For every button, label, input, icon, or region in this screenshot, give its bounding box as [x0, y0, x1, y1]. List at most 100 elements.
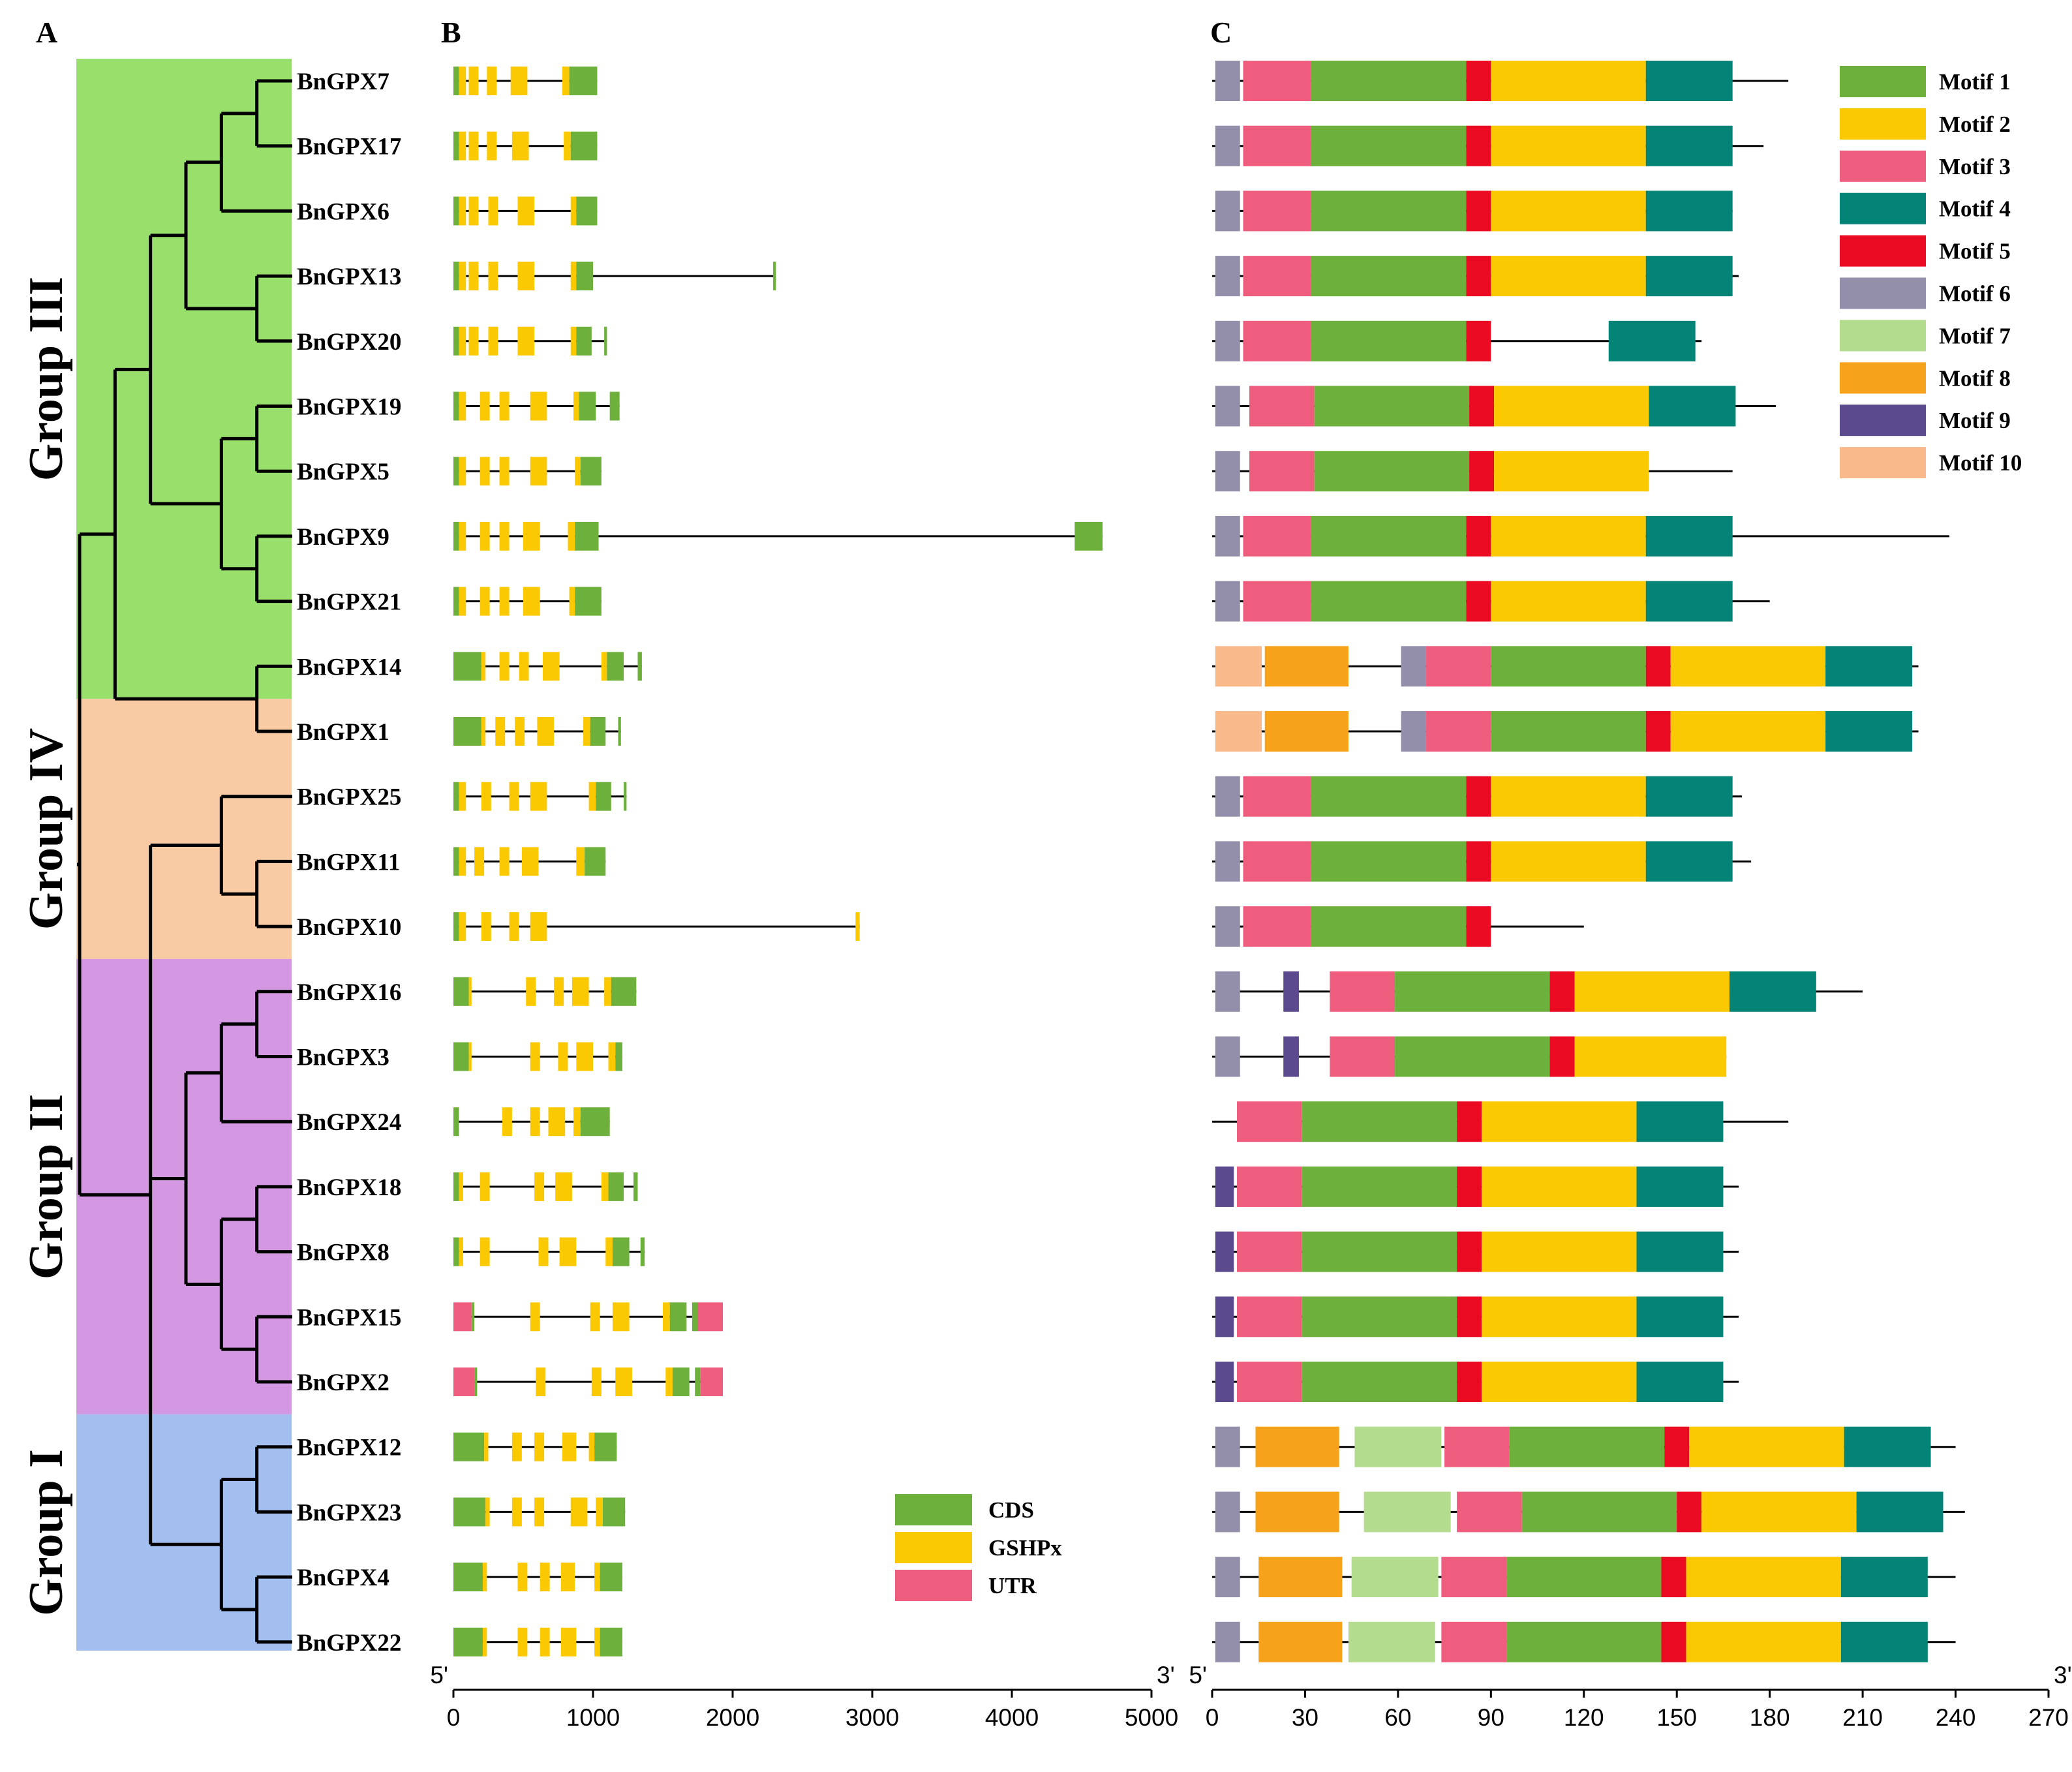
- motif-9-box: [1283, 971, 1299, 1012]
- motif-7-box: [1354, 1426, 1442, 1467]
- panel-label-a: A: [36, 16, 57, 49]
- motif-4-box: [1649, 386, 1736, 427]
- gene-structure-row: [453, 782, 627, 811]
- motif-row: [1212, 1426, 1956, 1467]
- gene-label: BnGPX13: [297, 264, 401, 290]
- motif-5-box: [1677, 1491, 1702, 1533]
- motif-2-box: [1701, 1491, 1857, 1533]
- motif-5-box: [1645, 711, 1671, 752]
- motif-1-box: [1311, 841, 1467, 882]
- motif-3-box: [1243, 841, 1311, 882]
- motif-2-box: [1686, 1621, 1841, 1662]
- motif-legend-swatch: [1840, 405, 1926, 436]
- gshpx-segment: [499, 587, 510, 616]
- group-label-II: Group II: [20, 1094, 73, 1279]
- cds-legend-label: CDS: [988, 1497, 1034, 1523]
- utr-segment: [700, 1367, 724, 1396]
- gshpx-segment: [575, 457, 581, 486]
- motif-row: [1212, 125, 1764, 166]
- gshpx-segment: [523, 587, 540, 616]
- motif-row: [1212, 1166, 1739, 1207]
- cds-segment: [773, 262, 776, 291]
- gshpx-segment: [468, 326, 479, 356]
- motif-1-box: [1506, 1557, 1662, 1598]
- gshpx-segment: [499, 847, 510, 876]
- gene-structure-row: [453, 1042, 622, 1071]
- tick-label: 5000: [1125, 1704, 1178, 1731]
- motif-3-box: [1441, 1557, 1507, 1598]
- gene-structure-row: [453, 847, 606, 876]
- gene-structure-row: [453, 717, 621, 746]
- gshpx-segment: [482, 1563, 487, 1592]
- motif-6-box: [1401, 646, 1426, 687]
- gshpx-segment: [562, 67, 570, 95]
- motif-3-box: [1243, 125, 1311, 166]
- gene-label: BnGPX8: [297, 1240, 389, 1266]
- cds-segment: [580, 457, 602, 486]
- gshpx-segment: [542, 652, 560, 681]
- gshpx-segment: [530, 912, 547, 941]
- motif-6-box: [1215, 841, 1240, 882]
- motif-5-box: [1466, 125, 1491, 166]
- gene-label: BnGPX11: [297, 849, 400, 876]
- cds-segment: [474, 1367, 478, 1396]
- motif-2-box: [1494, 386, 1649, 427]
- gene-label: BnGPX7: [297, 69, 389, 95]
- cds-segment: [453, 262, 459, 291]
- gene-structure-row: [453, 457, 602, 486]
- motif-2-box: [1482, 1362, 1637, 1402]
- gshpx-segment: [509, 782, 519, 811]
- motif-row: [1212, 61, 1789, 101]
- cds-segment: [608, 1172, 624, 1201]
- motif-4-box: [1636, 1296, 1724, 1337]
- tick-label: 60: [1384, 1704, 1411, 1731]
- gshpx-segment: [459, 847, 466, 876]
- motif-row: [1212, 1036, 1727, 1077]
- motif-1-box: [1521, 1491, 1677, 1533]
- cds-segment: [453, 1107, 459, 1137]
- cds-segment: [602, 1497, 626, 1527]
- gshpx-segment: [530, 782, 547, 811]
- motif-3-box: [1236, 1296, 1302, 1337]
- motif-3-box: [1236, 1362, 1302, 1402]
- motif-row: [1212, 646, 1919, 687]
- gshpx-segment: [590, 1302, 600, 1332]
- gshpx-segment: [558, 1042, 568, 1071]
- motif-5-box: [1549, 971, 1575, 1012]
- motif-2-box: [1491, 776, 1646, 817]
- motif-3-box: [1236, 1101, 1302, 1142]
- cds-segment: [575, 587, 602, 616]
- cds-segment: [576, 326, 592, 356]
- gshpx-segment: [468, 131, 479, 160]
- motif-1-box: [1491, 646, 1646, 687]
- cds-segment: [453, 391, 459, 421]
- gshpx-segment: [573, 1107, 581, 1137]
- motif-legend-label: Motif 9: [1939, 408, 2011, 433]
- phylogenetic-tree: [77, 79, 292, 1644]
- motif-5-box: [1457, 1101, 1482, 1142]
- gshpx-segment: [583, 717, 590, 746]
- gshpx-segment: [540, 1627, 550, 1657]
- motif-2-box: [1491, 125, 1646, 166]
- cds-segment: [453, 196, 459, 226]
- motif-8-box: [1255, 1426, 1339, 1467]
- gshpx-segment: [459, 131, 466, 160]
- motif-row: [1212, 1557, 1956, 1598]
- group-label-III: Group III: [20, 277, 73, 481]
- gshpx-segment: [555, 1172, 572, 1201]
- motif-4-box: [1645, 515, 1733, 557]
- motif-row: [1212, 386, 1776, 427]
- gene-structure-row: [453, 912, 860, 941]
- gene-structure-row: [453, 262, 776, 291]
- cds-segment: [453, 782, 459, 811]
- motif-legend-label: Motif 2: [1939, 112, 2011, 137]
- motif-row: [1212, 711, 1919, 752]
- motif-row: [1212, 906, 1584, 947]
- gene-label: BnGPX1: [297, 719, 389, 746]
- motif-2-box: [1686, 1557, 1841, 1598]
- motif-2-box: [1491, 256, 1646, 297]
- motif-4-box: [1645, 841, 1733, 882]
- motif-3-box: [1236, 1231, 1302, 1272]
- cds-segment: [590, 717, 606, 746]
- gshpx-segment: [570, 1497, 588, 1527]
